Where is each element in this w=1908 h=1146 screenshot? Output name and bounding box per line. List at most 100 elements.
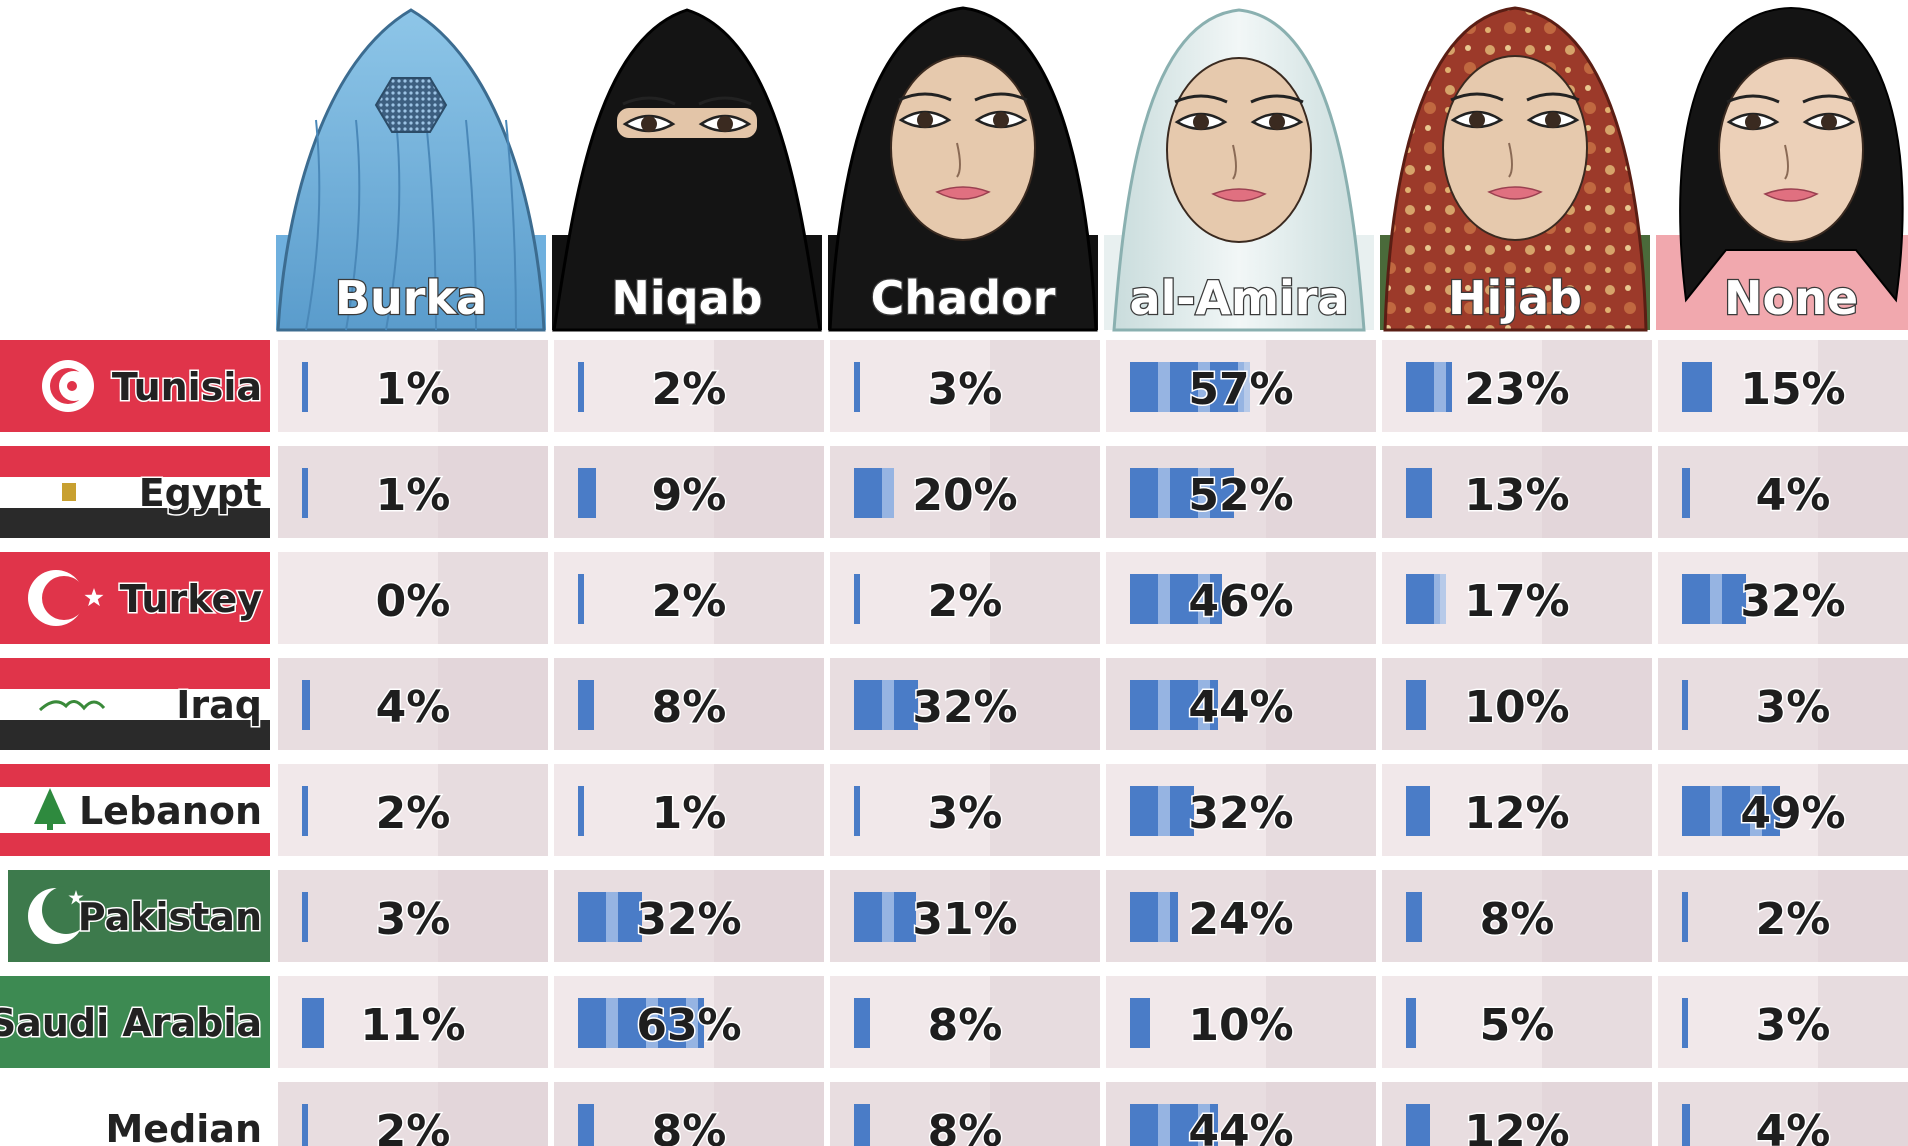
value-label: 2% [652,364,727,415]
cell-burka: 4% [278,658,548,750]
value-label: 20% [912,470,1017,521]
column-header: al-Amira [1130,271,1349,325]
turkey-flag [0,552,270,644]
value-bar [302,892,308,942]
value-label: 52% [1188,470,1293,521]
value-bar [578,574,584,624]
value-label: 57% [1188,364,1293,415]
value-label: 46% [1188,576,1293,627]
cell-al-amira: 46% [1106,552,1376,644]
value-label: 9% [652,470,727,521]
country-label: Median [105,1107,262,1146]
lebanon-flag [0,764,270,856]
table-row: Tunisia 1% 2% 3% 57% 23% 15% [0,340,1908,432]
cell-chador: 8% [830,976,1100,1068]
cell-hijab: 23% [1382,340,1652,432]
value-bar [578,786,584,836]
value-label: 2% [652,576,727,627]
tunisia-flag [0,340,270,432]
country-label: Tunisia [112,365,262,409]
value-label: 0% [376,576,451,627]
hijab-figure-icon [1380,6,1650,332]
value-bar [1130,362,1244,412]
value-bar [1682,1104,1690,1146]
country-label: Turkey [120,577,263,621]
value-label: 10% [1188,1000,1293,1051]
cell-niqab: 8% [554,1082,824,1146]
value-label: 12% [1464,1106,1569,1146]
value-bar [1682,468,1690,518]
value-bar [578,362,584,412]
value-label: 3% [928,788,1003,839]
column-header: Niqab [611,271,762,325]
cell-al-amira: 57% [1106,340,1376,432]
value-label: 10% [1464,682,1569,733]
value-label: 2% [1756,894,1831,945]
cell-burka: 1% [278,446,548,538]
value-bar [302,680,310,730]
value-label: 1% [376,470,451,521]
value-label: 2% [928,576,1003,627]
header-figures: Burka Niqab Chador al-Amira Hijab None [276,6,1908,332]
cell-burka: 2% [278,1082,548,1146]
cell-chador: 3% [830,340,1100,432]
value-label: 2% [376,1106,451,1146]
value-label: 3% [928,364,1003,415]
value-bar [1682,998,1688,1048]
country-label: Iraq [176,683,262,727]
value-label: 32% [1188,788,1293,839]
cell-none: 3% [1658,976,1908,1068]
value-bar [854,1104,870,1146]
country-label: Egypt [139,471,262,515]
value-bar [578,468,596,518]
column-header: None [1724,271,1858,325]
value-label: 24% [1188,894,1293,945]
value-label: 44% [1188,1106,1293,1146]
cell-none: 32% [1658,552,1908,644]
value-bar [302,468,308,518]
value-label: 32% [1740,576,1845,627]
value-bar [578,998,704,1048]
country-label: Pakistan [78,895,262,939]
value-label: 3% [1756,682,1831,733]
value-label: 49% [1740,788,1845,839]
value-bar [1406,1104,1430,1146]
burka-figure-icon [276,8,546,332]
cell-al-amira: 44% [1106,1082,1376,1146]
value-label: 4% [1756,470,1831,521]
value-bar [302,786,308,836]
value-label: 32% [636,894,741,945]
value-label: 8% [652,682,727,733]
value-label: 32% [912,682,1017,733]
cell-chador: 31% [830,870,1100,962]
chador-figure-icon [828,6,1098,332]
cell-hijab: 5% [1382,976,1652,1068]
column-header: Burka [335,271,487,325]
cell-niqab: 9% [554,446,824,538]
cell-al-amira: 52% [1106,446,1376,538]
value-bar [1682,362,1712,412]
table-row: Turkey 0% 2% 2% 46% 17% 32% [0,552,1908,644]
al-amira-figure-icon [1104,8,1374,332]
value-label: 12% [1464,788,1569,839]
value-bar [1682,786,1780,836]
value-label: 44% [1188,682,1293,733]
value-bar [302,1104,308,1146]
cell-hijab: 13% [1382,446,1652,538]
pakistan-flag [8,870,270,962]
table-rows: Tunisia 1% 2% 3% 57% 23% 15% Egypt 1% 9% 20% 52% 13%… [0,340,1908,1146]
value-bar [1406,998,1416,1048]
cell-burka: 0% [278,552,548,644]
value-bar [578,680,594,730]
country-label: Lebanon [79,789,262,833]
value-label: 8% [1480,894,1555,945]
cell-none: 49% [1658,764,1908,856]
cell-chador: 2% [830,552,1100,644]
cell-none: 4% [1658,446,1908,538]
column-header: Hijab [1448,271,1582,325]
value-bar [1130,892,1178,942]
table-row: Saudi Arabia 11% 63% 8% 10% 5% 3% [0,976,1908,1068]
cell-none: 4% [1658,1082,1908,1146]
cell-al-amira: 24% [1106,870,1376,962]
